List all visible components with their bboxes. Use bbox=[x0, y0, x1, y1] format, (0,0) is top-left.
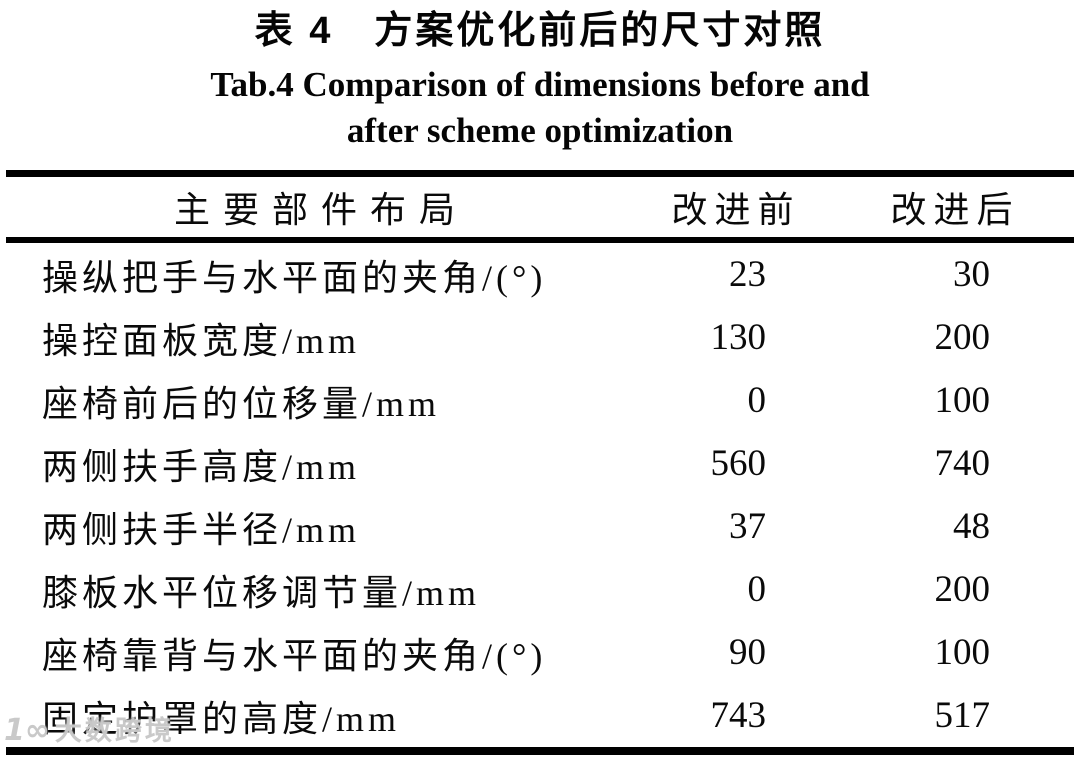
table-row: 两侧扶手半径/mm 37 48 bbox=[6, 495, 1074, 558]
watermark: 1∞ 大数跨境 bbox=[4, 713, 175, 748]
table-header-row: 主要部件布局 改进前 改进后 bbox=[6, 177, 1074, 237]
row-value-after: 48 bbox=[953, 506, 990, 547]
watermark-text: 大数跨境 bbox=[54, 716, 175, 746]
column-header-layout: 主要部件布局 bbox=[173, 190, 468, 230]
table-title-english-line2: after scheme optimization bbox=[346, 111, 734, 150]
row-value-before: 560 bbox=[710, 443, 767, 484]
table-title-english-line1: Tab.4 Comparison of dimensions before an… bbox=[210, 65, 870, 104]
row-value-before: 0 bbox=[747, 569, 767, 610]
table-row: 操纵把手与水平面的夹角/(°) 23 30 bbox=[6, 243, 1074, 306]
table-title-english: Tab.4 Comparison of dimensions before an… bbox=[0, 62, 1080, 154]
column-header-before: 改进前 bbox=[671, 190, 801, 230]
row-label: 操纵把手与水平面的夹角/(°) bbox=[42, 257, 547, 298]
watermark-logo-icon: 1∞ bbox=[4, 713, 50, 748]
row-label: 操控面板宽度/mm bbox=[42, 320, 361, 361]
table-header-rule bbox=[6, 237, 1074, 243]
table-top-rule bbox=[6, 170, 1074, 177]
comparison-table: 主要部件布局 改进前 改进后 操纵把手与水平面的夹角/(°) 23 30 操控面… bbox=[6, 170, 1074, 755]
row-value-after: 517 bbox=[934, 695, 991, 736]
table-row: 膝板水平位移调节量/mm 0 200 bbox=[6, 558, 1074, 621]
row-value-before: 743 bbox=[710, 695, 767, 736]
table-row: 两侧扶手高度/mm 560 740 bbox=[6, 432, 1074, 495]
row-value-after: 100 bbox=[934, 380, 991, 421]
row-label: 两侧扶手半径/mm bbox=[42, 509, 361, 550]
row-value-after: 30 bbox=[953, 254, 990, 295]
row-value-after: 740 bbox=[934, 443, 991, 484]
row-label: 膝板水平位移调节量/mm bbox=[42, 572, 481, 613]
table-row: 固定护罩的高度/mm 743 517 bbox=[6, 684, 1074, 747]
table-bottom-rule bbox=[6, 747, 1074, 755]
column-header-after: 改进后 bbox=[890, 190, 1020, 230]
row-value-before: 90 bbox=[729, 632, 766, 673]
row-value-before: 23 bbox=[729, 254, 766, 295]
row-value-before: 130 bbox=[710, 317, 767, 358]
row-value-after: 200 bbox=[934, 569, 991, 610]
row-value-after: 200 bbox=[934, 317, 991, 358]
table-row: 座椅靠背与水平面的夹角/(°) 90 100 bbox=[6, 621, 1074, 684]
row-label: 座椅靠背与水平面的夹角/(°) bbox=[42, 635, 547, 676]
table-title-chinese: 表 4 方案优化前后的尺寸对照 bbox=[254, 10, 826, 52]
row-label: 固定护罩的高度/mm bbox=[42, 698, 401, 739]
row-label: 座椅前后的位移量/mm bbox=[42, 383, 441, 424]
row-value-before: 0 bbox=[747, 380, 767, 421]
row-value-after: 100 bbox=[934, 632, 991, 673]
table-row: 座椅前后的位移量/mm 0 100 bbox=[6, 369, 1074, 432]
table-row: 操控面板宽度/mm 130 200 bbox=[6, 306, 1074, 369]
row-label: 两侧扶手高度/mm bbox=[42, 446, 361, 487]
row-value-before: 37 bbox=[729, 506, 766, 547]
